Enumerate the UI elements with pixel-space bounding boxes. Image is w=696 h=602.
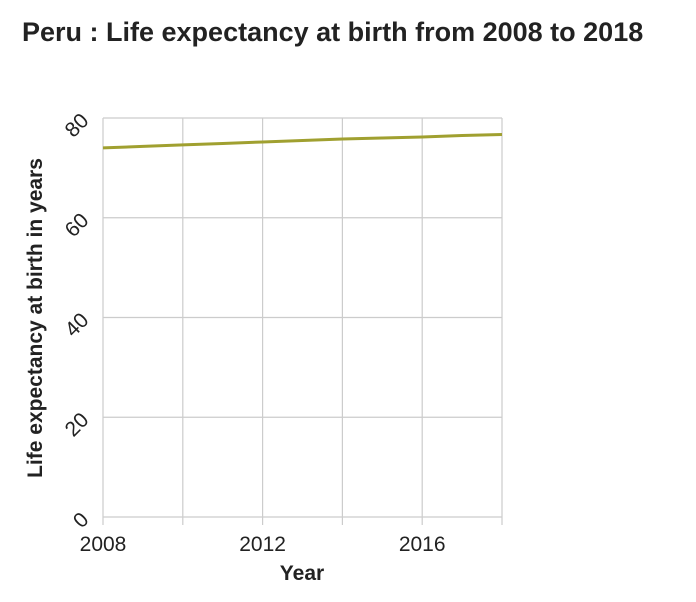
x-axis-ticks xyxy=(102,517,503,525)
y-tick-labels: 0 20 40 60 80 xyxy=(61,109,94,533)
series-lines xyxy=(102,132,503,150)
grid-lines xyxy=(102,117,503,518)
y-tick-label: 40 xyxy=(61,309,94,342)
x-axis-label: Year xyxy=(280,562,324,585)
series-line xyxy=(102,132,503,150)
y-axis-label: Life expectancy at birth in years xyxy=(24,158,47,478)
y-tick-label: 80 xyxy=(61,109,94,142)
y-tick-label: 0 xyxy=(69,508,94,533)
y-tick-label: 20 xyxy=(61,408,94,441)
x-tick-labels: 2008 2012 2016 xyxy=(80,533,446,556)
y-tick-label: 60 xyxy=(61,209,94,242)
chart-title: Peru : Life expectancy at birth from 200… xyxy=(22,17,644,47)
x-tick-label: 2008 xyxy=(80,533,127,556)
x-tick-label: 2016 xyxy=(399,533,446,556)
x-tick-label: 2012 xyxy=(239,533,286,556)
